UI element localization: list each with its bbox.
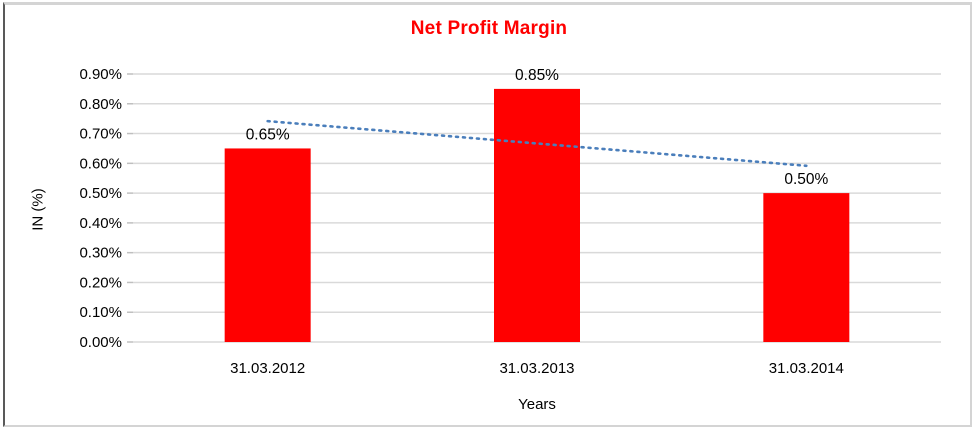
y-tick-label: 0.00% <box>79 334 122 351</box>
y-tick-label: 0.60% <box>79 155 122 172</box>
y-tick-label: 0.10% <box>79 304 122 321</box>
bar <box>494 88 580 342</box>
y-tick-label: 0.20% <box>79 274 122 291</box>
x-category-label: 31.03.2014 <box>769 360 844 377</box>
bar <box>763 193 850 342</box>
y-tick-label: 0.30% <box>79 245 122 262</box>
y-tick-label: 0.70% <box>79 126 122 143</box>
chart-title: Net Profit Margin <box>410 18 568 39</box>
y-tick-label: 0.50% <box>79 185 122 202</box>
bar-data-label: 0.65% <box>246 126 290 143</box>
bar-data-label: 0.50% <box>784 171 828 188</box>
trendline <box>266 119 808 168</box>
x-axis-title: Years <box>518 396 556 413</box>
y-tick-label: 0.40% <box>79 215 122 232</box>
bar-data-label: 0.85% <box>515 67 559 84</box>
y-axis-title: IN (%) <box>29 188 47 231</box>
y-tick-label: 0.80% <box>79 96 122 113</box>
bar <box>224 148 311 342</box>
x-category-label: 31.03.2012 <box>230 360 305 377</box>
x-category-label: 31.03.2013 <box>499 360 574 377</box>
y-tick-label: 0.90% <box>79 66 122 83</box>
